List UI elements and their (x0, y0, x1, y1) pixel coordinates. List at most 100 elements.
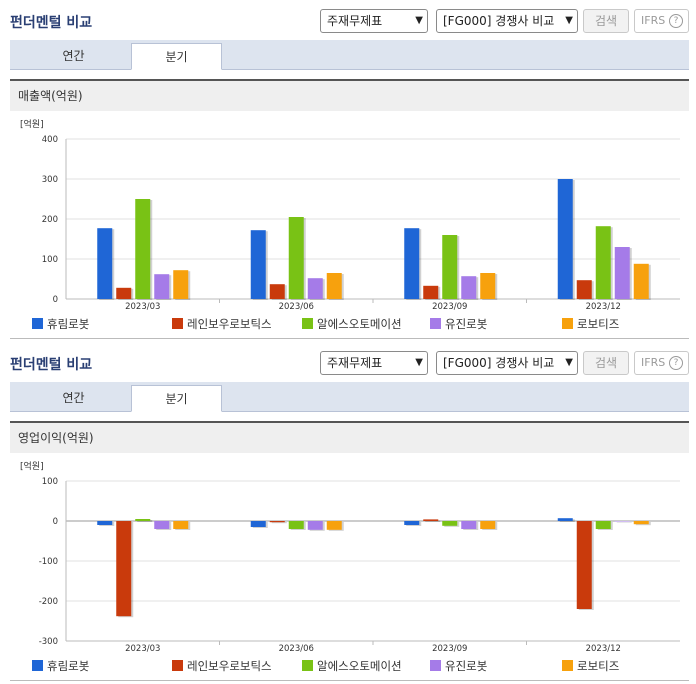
ifrs-button[interactable]: IFRS? (634, 9, 689, 33)
search-button[interactable]: 검색 (583, 351, 629, 375)
legend-item[interactable]: 알에스오토메이션 (302, 658, 402, 674)
fundamental-panel-revenue: 펀더멘털 비교 주재무제표 ▼ [FG000] 경쟁사 비교 ▼ 검색 IFRS? … (0, 0, 696, 339)
peer-group-select[interactable]: [FG000] 경쟁사 비교 ▼ (436, 9, 578, 33)
bar (404, 521, 420, 525)
tab-quarterly[interactable]: 분기 (131, 43, 222, 70)
bar (480, 273, 496, 299)
statement-type-value: 주재무제표 (327, 356, 383, 370)
bar (461, 521, 477, 529)
y-tick-label: 100 (42, 255, 58, 265)
statement-type-select[interactable]: 주재무제표 ▼ (320, 9, 428, 33)
x-tick-label: 2023/06 (279, 302, 314, 312)
x-tick-label: 2023/12 (586, 644, 621, 654)
bar (576, 280, 592, 299)
tab-quarterly[interactable]: 분기 (131, 385, 222, 412)
legend-label: 알에스오토메이션 (317, 659, 402, 673)
bar (250, 230, 266, 299)
statement-type-value: 주재무제표 (327, 14, 383, 28)
unit-label: [억원] (20, 118, 44, 130)
x-tick-label: 2023/03 (125, 644, 160, 654)
y-tick-label: 300 (42, 175, 58, 185)
bar (116, 521, 132, 617)
search-button[interactable]: 검색 (583, 9, 629, 33)
bar (288, 217, 304, 299)
x-tick-label: 2023/06 (279, 644, 314, 654)
bar (154, 521, 170, 529)
legend-swatch (302, 660, 313, 671)
legend-swatch (172, 660, 183, 671)
ifrs-label: IFRS (641, 356, 666, 369)
legend-item[interactable]: 레인보우로보틱스 (172, 658, 272, 674)
bar (288, 521, 304, 529)
bar (135, 199, 151, 299)
bar (173, 270, 189, 299)
y-tick-label: -300 (39, 637, 58, 647)
ifrs-button[interactable]: IFRS? (634, 351, 689, 375)
chevron-down-icon: ▼ (565, 15, 573, 26)
chevron-down-icon: ▼ (415, 15, 423, 26)
bar (116, 287, 132, 299)
bar (461, 276, 477, 299)
help-icon[interactable]: ? (669, 356, 683, 370)
legend-swatch (562, 318, 573, 329)
legend-swatch (32, 660, 43, 671)
chart-title: 매출액(억원) (10, 81, 689, 111)
legend-label: 레인보우로보틱스 (187, 317, 272, 331)
y-tick-label: 0 (53, 517, 58, 527)
legend-item[interactable]: 로보티즈 (562, 658, 619, 674)
legend-item[interactable]: 알에스오토메이션 (302, 316, 402, 332)
legend-swatch (32, 318, 43, 329)
y-tick-label: 200 (42, 215, 58, 225)
x-tick-label: 2023/09 (432, 302, 467, 312)
legend-item[interactable]: 레인보우로보틱스 (172, 316, 272, 332)
x-tick-label: 2023/09 (432, 644, 467, 654)
legend-item[interactable]: 휴림로봇 (32, 658, 89, 674)
legend-label: 휴림로봇 (47, 317, 90, 331)
bar (97, 228, 113, 299)
unit-label: [억원] (20, 460, 44, 472)
y-tick-label: -100 (39, 557, 58, 567)
operating-profit-chart: [억원] -300 -200 -100 0 100 2023/03 2023/06 2023/0… (20, 460, 680, 654)
help-icon[interactable]: ? (669, 14, 683, 28)
bar (307, 521, 323, 530)
legend-label: 로보티즈 (577, 317, 620, 331)
bar (576, 521, 592, 609)
legend-label: 유진로봇 (445, 659, 488, 673)
chevron-down-icon: ▼ (415, 357, 423, 368)
legend-label: 유진로봇 (445, 317, 488, 331)
bar (442, 235, 458, 299)
legend-item[interactable]: 로보티즈 (562, 316, 619, 332)
bar (173, 521, 189, 529)
bar (423, 285, 439, 299)
period-tabs: 연간 분기 (10, 382, 689, 412)
bar (269, 284, 285, 299)
y-tick-label: 100 (42, 477, 58, 487)
revenue-chart: [억원] 0 100 200 300 400 2023/03 2023/06 2023/09 20… (20, 118, 680, 312)
x-tick-label: 2023/12 (586, 302, 621, 312)
y-tick-label: -200 (39, 597, 58, 607)
legend-item[interactable]: 유진로봇 (430, 316, 487, 332)
chart-box: 매출액(억원) [억원] 0 100 200 300 400 2023/03 2023/06 2… (10, 79, 689, 339)
tab-annual[interactable]: 연간 (62, 391, 85, 405)
peer-group-select[interactable]: [FG000] 경쟁사 비교 ▼ (436, 351, 578, 375)
bar (154, 274, 170, 299)
legend-item[interactable]: 휴림로봇 (32, 316, 89, 332)
bar (595, 521, 611, 529)
legend-item[interactable]: 유진로봇 (430, 658, 487, 674)
chart-title: 영업이익(억원) (10, 423, 689, 453)
bar (557, 179, 573, 299)
legend-swatch (562, 660, 573, 671)
legend-swatch (172, 318, 183, 329)
legend-label: 레인보우로보틱스 (187, 659, 272, 673)
bar (480, 521, 496, 529)
period-tabs: 연간 분기 (10, 40, 689, 70)
fundamental-panel-operating-profit: 펀더멘털 비교 주재무제표 ▼ [FG000] 경쟁사 비교 ▼ 검색 IFRS? … (0, 342, 696, 681)
bar (633, 263, 649, 299)
tab-annual[interactable]: 연간 (62, 49, 85, 63)
bar (97, 521, 113, 525)
statement-type-select[interactable]: 주재무제표 ▼ (320, 351, 428, 375)
chevron-down-icon: ▼ (565, 357, 573, 368)
bar (307, 278, 323, 299)
legend-label: 알에스오토메이션 (317, 317, 402, 331)
panel-header: 펀더멘털 비교 주재무제표 ▼ [FG000] 경쟁사 비교 ▼ 검색 IFRS? (0, 0, 696, 40)
